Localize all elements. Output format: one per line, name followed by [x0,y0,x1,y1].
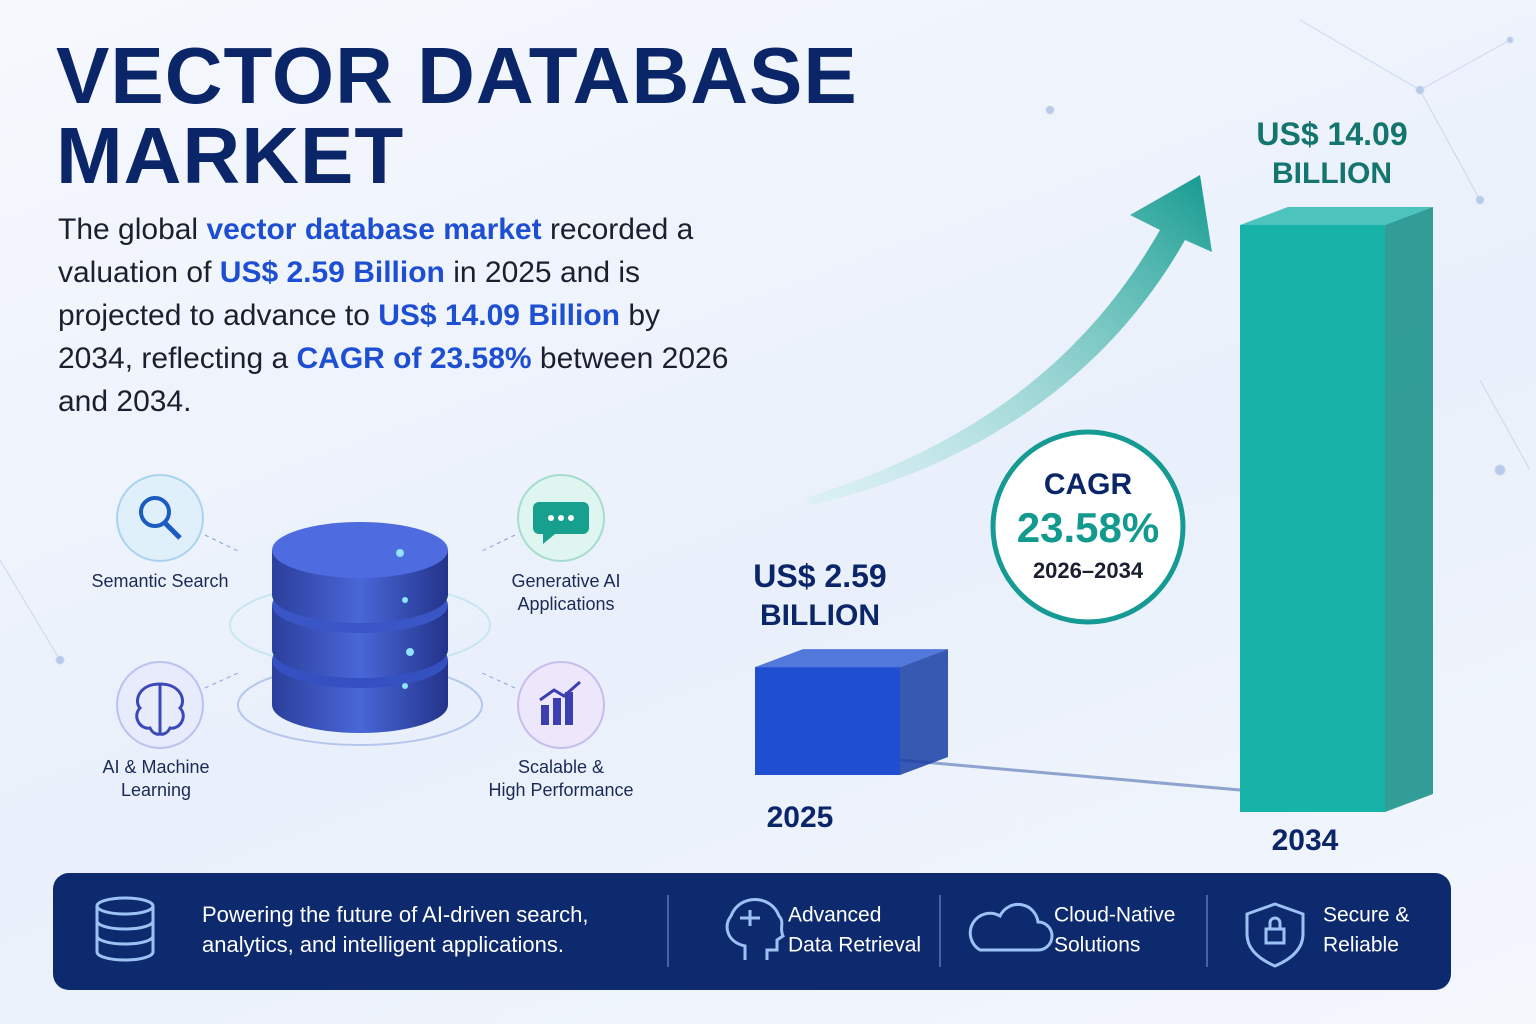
database-illustration [229,522,491,746]
feature-label: Applications [517,594,614,614]
cagr-period: 2026–2034 [1033,558,1144,583]
feature-icons [116,474,605,749]
footer-text: Cloud-Native [1054,904,1175,927]
bar-top [1240,207,1433,225]
bar-value-label: US$ 2.59 [753,558,886,594]
highlight-text: US$ 14.09 Billion [378,299,620,332]
footer-dividers [667,895,1208,967]
text: recorded a valuation of [58,213,694,289]
highlight-text: US$ 2.59 Billion [219,256,445,289]
text: between 2026 and 2034. [58,342,729,418]
feature-label: Semantic Search [91,571,228,591]
bar-unit-label: BILLION [1272,157,1392,190]
feature-label: Learning [121,780,191,800]
feature-label: AI & Machine [102,757,209,777]
footer-banner [53,873,1451,990]
growth-arrow [805,175,1212,505]
footer-text: Data Retrieval [788,934,921,957]
bar-category-label: 2025 [767,801,834,834]
feature-label: Generative AI [511,571,620,591]
baseline [899,758,1241,792]
title: VECTOR DATABASE [56,31,858,120]
footer-text: Reliable [1323,934,1399,957]
highlight-text: vector database market [206,213,542,246]
footer-text: Solutions [1054,934,1140,957]
bar [1240,225,1385,812]
footer-text: Powering the future of AI-driven search, [202,902,588,927]
title: MARKET [56,111,405,200]
bar-side [900,649,948,775]
bar-top [755,649,948,668]
footer-text: Advanced [788,904,881,927]
footer-text: Secure & [1323,904,1409,927]
footer-icons [95,896,1305,968]
bar-unit-label: BILLION [760,599,880,632]
bar-value-label: US$ 14.09 [1256,116,1407,152]
cagr-label: CAGR [1044,468,1133,501]
bar-side [1385,207,1433,812]
text: by 2034, reflecting a [58,299,661,375]
footer-text: analytics, and intelligent applications. [202,932,564,957]
feature-label: High Performance [488,780,633,800]
cagr-badge [990,429,1186,625]
bar [755,667,900,775]
cagr-value: 23.58% [1017,504,1159,551]
highlight-text: CAGR of 23.58% [296,342,532,375]
bar-category-label: 2034 [1272,824,1339,857]
text: in 2025 and is projected to advance to [58,256,641,332]
feature-label: Scalable & [518,757,604,777]
text: The global [58,213,207,246]
intro-paragraph: The global vector database market record… [58,208,738,423]
network-decoration [0,19,1531,665]
